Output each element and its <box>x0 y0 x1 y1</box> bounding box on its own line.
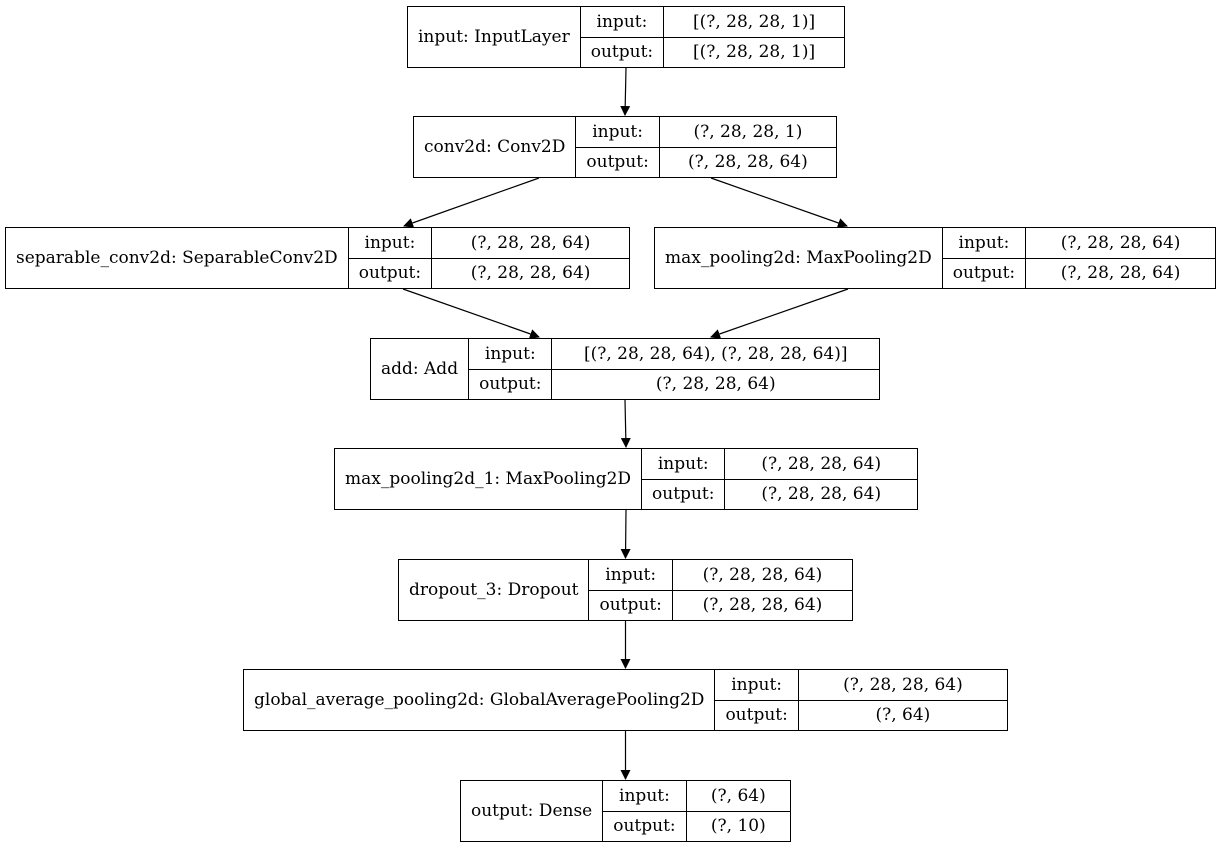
node-max-pooling2d-1: max_pooling2d_1: MaxPooling2D input: out… <box>334 448 918 510</box>
edge-n4-n5 <box>620 399 631 448</box>
input-label: input: <box>958 232 1010 253</box>
node-name: global_average_pooling2d: GlobalAverageP… <box>244 670 716 730</box>
node-input-layer: input: InputLayer input: output: [(?, 28… <box>407 6 845 68</box>
input-label: input: <box>657 453 709 474</box>
edge-n3-n4 <box>710 288 849 339</box>
input-label: input: <box>731 674 783 695</box>
edge-n5-n6 <box>620 509 631 559</box>
output-label: output: <box>942 257 1026 289</box>
input-shape: (?, 28, 28, 64) <box>843 674 963 695</box>
edge-n2-n4 <box>402 288 540 339</box>
input-label: input: <box>592 121 643 142</box>
input-shape: (?, 28, 28, 64) <box>702 564 823 585</box>
node-name: max_pooling2d_1: MaxPooling2D <box>335 449 643 509</box>
output-shape: (?, 28, 28, 64) <box>672 589 852 621</box>
output-label: output: <box>642 478 725 510</box>
edge-n1-n3 <box>710 177 848 228</box>
node-name: max_pooling2d: MaxPooling2D <box>655 228 943 288</box>
input-label: input: <box>484 343 536 364</box>
node-name: output: Dense <box>461 781 604 841</box>
output-shape: (?, 28, 28, 64) <box>659 146 836 178</box>
node-dropout-3: dropout_3: Dropout input: output: (?, 28… <box>398 559 853 621</box>
node-name: dropout_3: Dropout <box>399 560 590 620</box>
input-label: input: <box>619 785 670 806</box>
output-shape: (?, 28, 28, 64) <box>552 368 879 400</box>
output-label: output: <box>589 589 672 621</box>
input-shape: (?, 28, 28, 64) <box>470 232 591 253</box>
input-shape: (?, 28, 28, 64) <box>1060 232 1181 253</box>
input-shape: [(?, 28, 28, 64), (?, 28, 28, 64)] <box>584 343 848 364</box>
output-shape: (?, 28, 28, 64) <box>1026 257 1215 289</box>
input-shape: [(?, 28, 28, 1)] <box>692 11 816 32</box>
node-name: add: Add <box>371 339 470 399</box>
output-shape: (?, 28, 28, 64) <box>432 257 629 289</box>
node-global-average-pooling2d: global_average_pooling2d: GlobalAverageP… <box>243 669 1008 731</box>
node-add: add: Add input: output: [(?, 28, 28, 64)… <box>370 338 880 400</box>
input-shape: (?, 28, 28, 64) <box>761 453 882 474</box>
output-shape: (?, 10) <box>686 810 790 842</box>
output-label: output: <box>715 699 798 731</box>
node-separable-conv2d: separable_conv2d: SeparableConv2D input:… <box>5 227 630 289</box>
output-label: output: <box>348 257 432 289</box>
input-label: input: <box>596 11 648 32</box>
edge-n0-n1 <box>620 67 631 116</box>
node-name: separable_conv2d: SeparableConv2D <box>6 228 349 288</box>
node-conv2d: conv2d: Conv2D input: output: (?, 28, 28… <box>413 116 837 178</box>
node-name: input: InputLayer <box>408 7 581 67</box>
input-label: input: <box>364 232 416 253</box>
output-shape: [(?, 28, 28, 1)] <box>664 36 844 68</box>
node-name: conv2d: Conv2D <box>414 117 577 177</box>
output-label: output: <box>603 810 686 842</box>
edge-n1-n2 <box>403 177 540 228</box>
output-shape: (?, 28, 28, 64) <box>725 478 917 510</box>
output-label: output: <box>580 36 664 68</box>
node-output-dense: output: Dense input: output: (?, 64) (?,… <box>460 780 791 842</box>
output-label: output: <box>469 368 552 400</box>
output-shape: (?, 64) <box>798 699 1007 731</box>
output-label: output: <box>576 146 659 178</box>
node-max-pooling2d: max_pooling2d: MaxPooling2D input: outpu… <box>654 227 1216 289</box>
input-label: input: <box>605 564 657 585</box>
input-shape: (?, 28, 28, 1) <box>693 121 803 142</box>
input-shape: (?, 64) <box>710 785 766 806</box>
